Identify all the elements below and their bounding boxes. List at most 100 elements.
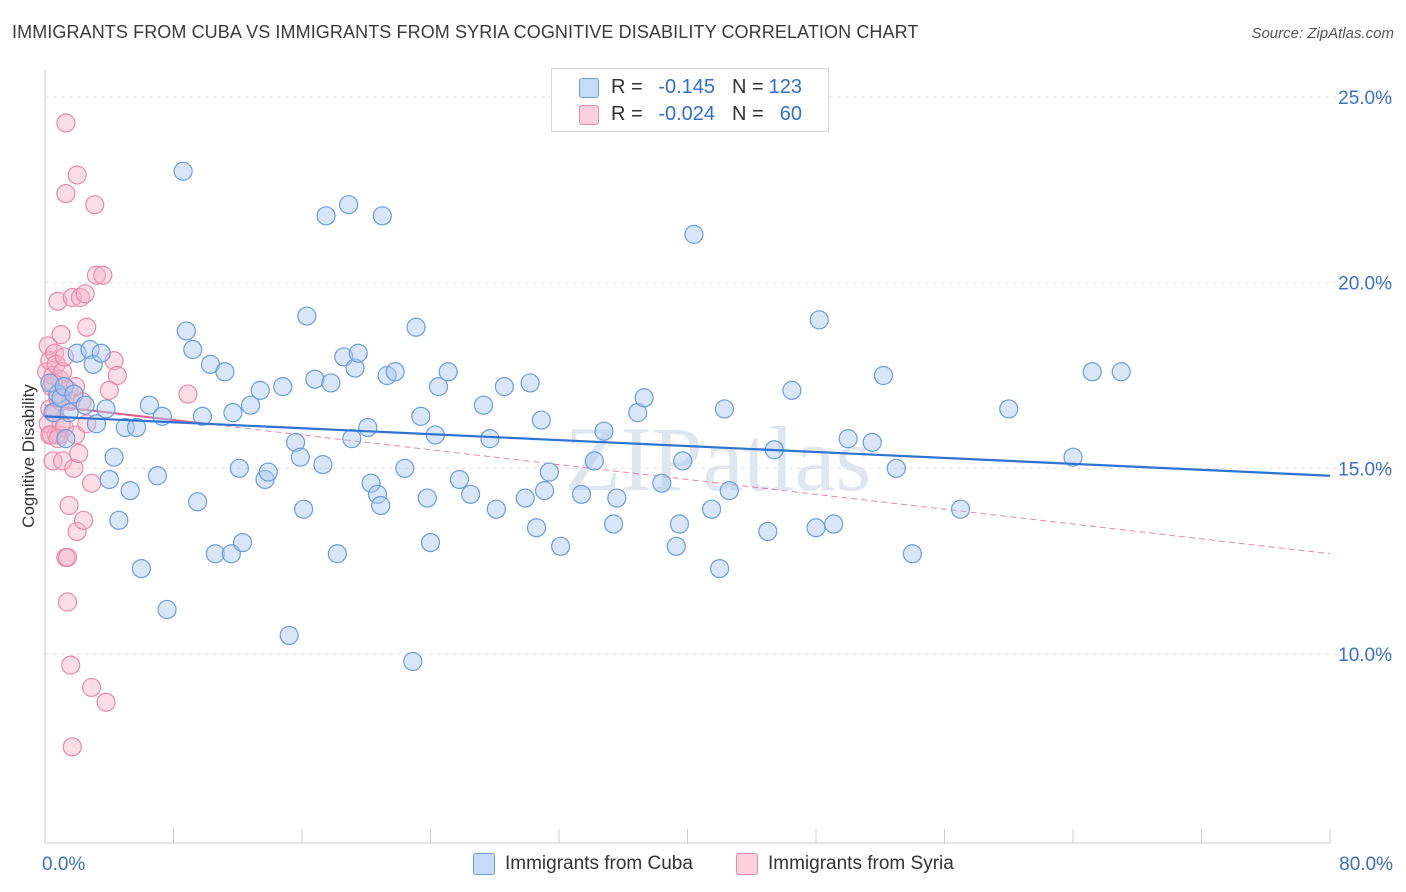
cuba-point xyxy=(187,492,208,512)
cuba-point xyxy=(420,532,441,553)
cuba-legend-label: Immigrants from Cuba xyxy=(505,853,693,874)
cuba-point xyxy=(520,373,540,393)
cuba-point xyxy=(604,514,624,534)
cuba-point xyxy=(131,558,151,579)
syria-point xyxy=(93,265,113,285)
syria-point xyxy=(69,443,89,464)
cuba-point xyxy=(669,514,690,534)
r-value: -0.145 xyxy=(658,76,715,98)
cuba-point xyxy=(327,544,347,564)
syria-point xyxy=(46,354,66,374)
cuba-point xyxy=(461,484,481,504)
cuba-point xyxy=(273,377,293,397)
cuba-point xyxy=(367,484,388,504)
cuba-point xyxy=(358,417,378,438)
syria-point xyxy=(65,377,86,397)
cuba-point xyxy=(279,625,299,646)
cuba-point xyxy=(294,499,314,519)
axis-labels: 10.0% 15.0% 20.0% 25.0% 0.0% 80.0% Cognitive D… xyxy=(19,88,1393,875)
syria-point xyxy=(57,547,78,568)
cuba-point xyxy=(176,321,196,341)
cuba-point xyxy=(806,518,826,538)
cuba-point xyxy=(348,343,368,363)
syria-point xyxy=(178,384,198,404)
cuba-point xyxy=(372,206,392,226)
cuba-point xyxy=(824,514,844,534)
cuba-point xyxy=(515,488,535,508)
cuba-point xyxy=(684,224,704,244)
cuba-point xyxy=(584,451,604,471)
cuba-point xyxy=(406,317,426,337)
n-label: N = xyxy=(732,76,764,98)
cuba-point xyxy=(290,447,310,467)
cuba-point xyxy=(183,339,203,360)
cuba-point xyxy=(120,481,140,501)
cuba-point xyxy=(338,195,359,215)
syria-point xyxy=(57,592,78,612)
cuba-point xyxy=(534,481,555,501)
syria-point xyxy=(75,284,95,304)
cuba-point xyxy=(428,377,449,397)
cuba-point xyxy=(539,462,559,482)
cuba-point xyxy=(173,161,193,181)
x-tick-label: 0.0% xyxy=(42,854,85,875)
cuba-point xyxy=(886,458,906,478)
cuba-point xyxy=(51,388,71,408)
syria-point xyxy=(53,451,73,471)
syria-point xyxy=(43,451,63,471)
cuba-point xyxy=(714,399,735,419)
cuba-point xyxy=(205,544,225,564)
syria-point xyxy=(38,336,58,356)
watermark: ZIPatlas xyxy=(565,408,872,510)
cuba-point xyxy=(634,388,654,408)
cuba-point xyxy=(75,395,95,415)
cuba-point xyxy=(526,518,547,538)
syria-point xyxy=(67,165,87,185)
cuba-point xyxy=(571,484,592,504)
syria-point xyxy=(56,183,76,204)
r-label: R = xyxy=(611,76,643,98)
y-tick-label: 25.0% xyxy=(1338,88,1392,109)
cuba-point xyxy=(96,399,116,419)
y-tick-label: 10.0% xyxy=(1338,645,1392,666)
cuba-point xyxy=(551,536,571,556)
syria-point xyxy=(73,510,94,530)
legend-row-syria: R = -0.024 N = 60 xyxy=(552,101,828,127)
cuba-point xyxy=(223,403,243,423)
cuba-point xyxy=(285,432,306,452)
syria-point xyxy=(48,429,68,449)
cuba-point xyxy=(417,488,437,508)
syria-point xyxy=(85,195,105,215)
chart-title: IMMIGRANTS FROM CUBA VS IMMIGRANTS FROM … xyxy=(12,22,919,42)
n-value: 60 xyxy=(779,103,802,125)
syria-point xyxy=(81,677,102,698)
cuba-point xyxy=(99,469,119,490)
syria-point xyxy=(61,655,81,675)
syria-point xyxy=(62,737,82,757)
syria-point xyxy=(53,362,73,382)
syria-point xyxy=(86,265,107,285)
cuba-point xyxy=(838,429,858,449)
syria-legend-label: Immigrants from Syria xyxy=(768,853,954,874)
cuba-point xyxy=(297,306,317,326)
trend-lines xyxy=(44,404,1331,555)
cuba-point xyxy=(109,510,129,530)
cuba-point xyxy=(91,343,111,363)
syria-point xyxy=(56,113,76,133)
cuba-point xyxy=(157,599,177,620)
cuba-point xyxy=(54,377,74,397)
cuba-swatch xyxy=(579,78,599,98)
legend-row-cuba: R = -0.145 N = 123 xyxy=(552,74,828,100)
syria-legend-swatch xyxy=(736,853,758,875)
cuba-point xyxy=(594,421,614,441)
cuba-point xyxy=(673,451,693,471)
syria-point xyxy=(51,325,71,345)
cuba-point xyxy=(126,417,147,438)
cuba-point xyxy=(873,365,894,386)
n-label: N = xyxy=(732,103,764,125)
source-label: Source: ZipAtlas.com xyxy=(1251,25,1394,42)
cuba-point xyxy=(56,429,76,449)
cuba-point xyxy=(486,499,506,519)
cuba-point xyxy=(115,417,135,438)
